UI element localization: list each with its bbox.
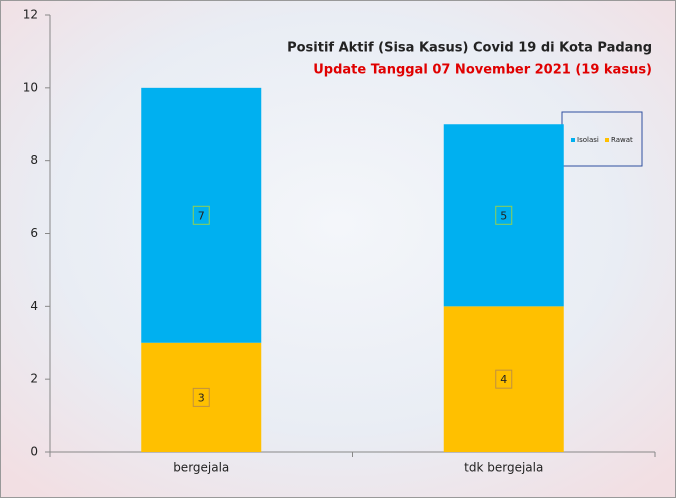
bar-segment: [443, 306, 564, 452]
y-tick-label: 2: [30, 372, 38, 386]
y-tick-label: 12: [23, 8, 38, 22]
legend-swatch: [605, 138, 609, 142]
bar-segment: [141, 87, 262, 343]
y-tick-label: 6: [30, 226, 38, 240]
y-tick-label: 0: [30, 445, 38, 459]
y-tick-label: 8: [30, 153, 38, 167]
data-label: 3: [198, 391, 205, 404]
legend-swatch: [571, 138, 575, 142]
data-label: 7: [198, 209, 205, 222]
data-label-box: [192, 387, 210, 407]
y-tick-label: 4: [30, 299, 38, 313]
legend-label: Rawat: [611, 136, 633, 144]
x-tick-label: bergejala: [173, 461, 229, 475]
data-label: 4: [500, 373, 507, 386]
data-label-box: [495, 205, 513, 225]
y-tick-label: 10: [23, 80, 38, 94]
chart-title: Positif Aktif (Sisa Kasus) Covid 19 di K…: [287, 41, 652, 56]
chart-subtitle: Update Tanggal 07 November 2021 (19 kasu…: [313, 63, 652, 78]
x-tick-label: tdk bergejala: [464, 461, 543, 475]
data-label: 5: [500, 209, 507, 222]
legend-label: Isolasi: [577, 136, 599, 144]
bar-segment: [443, 124, 564, 307]
data-label-box: [495, 369, 513, 389]
bar-segment: [141, 342, 262, 452]
data-label-box: [192, 205, 210, 225]
